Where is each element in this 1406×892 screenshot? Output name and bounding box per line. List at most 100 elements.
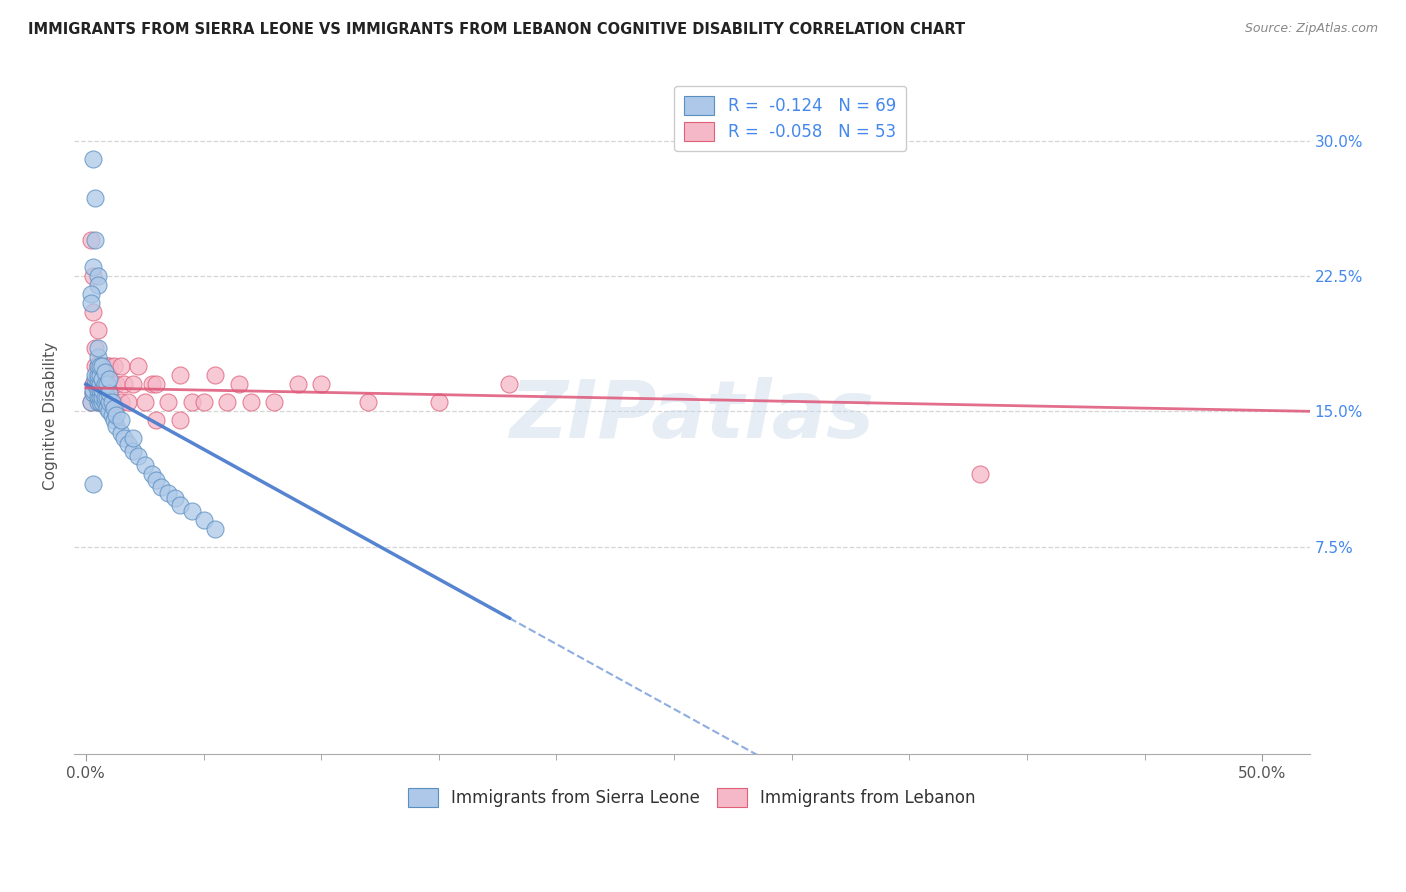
Point xyxy=(357,395,380,409)
Point xyxy=(86,359,108,374)
Point xyxy=(263,395,285,409)
Point xyxy=(86,377,108,392)
Point xyxy=(122,377,145,392)
Point xyxy=(141,377,163,392)
Point xyxy=(228,377,250,392)
Point xyxy=(79,395,101,409)
Point xyxy=(193,513,215,527)
Point xyxy=(969,467,991,482)
Point xyxy=(91,395,114,409)
Point xyxy=(427,395,450,409)
Point xyxy=(141,467,163,482)
Point xyxy=(98,386,121,401)
Point xyxy=(96,359,118,374)
Point xyxy=(134,395,156,409)
Point xyxy=(98,395,121,409)
Point xyxy=(89,359,111,374)
Point xyxy=(165,491,187,505)
Point xyxy=(89,395,111,409)
Point xyxy=(96,395,118,409)
Point xyxy=(79,287,101,301)
Point xyxy=(98,404,121,418)
Point xyxy=(91,359,114,374)
Point xyxy=(84,233,107,247)
Point xyxy=(157,395,180,409)
Point xyxy=(84,341,107,355)
Point xyxy=(93,377,115,392)
Point xyxy=(96,377,118,392)
Point xyxy=(84,372,107,386)
Point xyxy=(86,372,108,386)
Point xyxy=(498,377,520,392)
Point xyxy=(82,386,104,401)
Point xyxy=(193,395,215,409)
Point xyxy=(150,480,173,494)
Point xyxy=(79,233,101,247)
Point xyxy=(91,359,114,374)
Point xyxy=(96,401,118,415)
Point xyxy=(117,395,139,409)
Point xyxy=(145,413,167,427)
Point xyxy=(309,377,332,392)
Point xyxy=(110,425,132,440)
Point xyxy=(86,323,108,337)
Point xyxy=(86,395,108,409)
Point xyxy=(82,386,104,401)
Point xyxy=(100,408,122,422)
Point xyxy=(103,401,125,415)
Point xyxy=(89,383,111,397)
Point xyxy=(239,395,262,409)
Point xyxy=(91,395,114,409)
Point xyxy=(86,390,108,404)
Point xyxy=(89,390,111,404)
Point xyxy=(91,372,114,386)
Point xyxy=(86,341,108,355)
Point xyxy=(96,390,118,404)
Point xyxy=(180,395,202,409)
Point xyxy=(82,268,104,283)
Point xyxy=(100,377,122,392)
Text: IMMIGRANTS FROM SIERRA LEONE VS IMMIGRANTS FROM LEBANON COGNITIVE DISABILITY COR: IMMIGRANTS FROM SIERRA LEONE VS IMMIGRAN… xyxy=(28,22,966,37)
Point xyxy=(110,413,132,427)
Point xyxy=(103,413,125,427)
Point xyxy=(100,395,122,409)
Point xyxy=(91,383,114,397)
Point xyxy=(215,395,238,409)
Point xyxy=(79,395,101,409)
Point xyxy=(93,390,115,404)
Point xyxy=(86,359,108,374)
Point xyxy=(79,296,101,310)
Point xyxy=(122,431,145,445)
Point xyxy=(89,395,111,409)
Legend: Immigrants from Sierra Leone, Immigrants from Lebanon: Immigrants from Sierra Leone, Immigrants… xyxy=(401,781,983,814)
Point xyxy=(89,377,111,392)
Point xyxy=(204,368,226,383)
Point xyxy=(82,305,104,319)
Point xyxy=(86,386,108,401)
Point xyxy=(84,191,107,205)
Point xyxy=(98,386,121,401)
Point xyxy=(112,431,135,445)
Point xyxy=(103,395,125,409)
Point xyxy=(112,377,135,392)
Point xyxy=(91,390,114,404)
Point xyxy=(98,372,121,386)
Point xyxy=(287,377,309,392)
Point xyxy=(89,377,111,392)
Point xyxy=(180,503,202,517)
Text: Source: ZipAtlas.com: Source: ZipAtlas.com xyxy=(1244,22,1378,36)
Point xyxy=(82,383,104,397)
Point xyxy=(169,368,191,383)
Point xyxy=(169,413,191,427)
Point xyxy=(105,377,128,392)
Point xyxy=(82,377,104,392)
Point xyxy=(98,359,121,374)
Point xyxy=(93,395,115,409)
Point xyxy=(86,277,108,292)
Point xyxy=(169,498,191,512)
Point xyxy=(127,450,149,464)
Point xyxy=(145,377,167,392)
Point xyxy=(93,365,115,379)
Point xyxy=(103,359,125,374)
Point xyxy=(110,359,132,374)
